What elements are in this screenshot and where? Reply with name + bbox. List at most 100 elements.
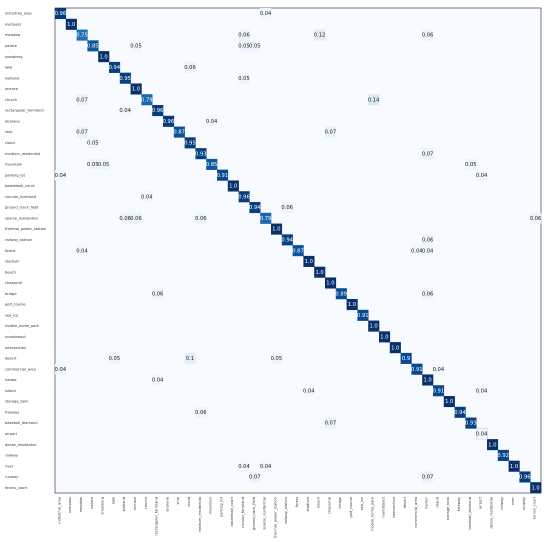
matrix-cell [152, 105, 164, 117]
column-tick-label: airport [479, 496, 483, 509]
row-tick-label: ship [5, 130, 13, 134]
row-tick-label: golf_course [5, 303, 26, 307]
cell-value-label: 0.05 [109, 356, 121, 362]
cell-value-label: 1.0 [67, 22, 75, 28]
matrix-cell [195, 148, 207, 160]
column-tick-label: church [144, 497, 148, 509]
matrix-cell [109, 61, 121, 73]
matrix-cell [206, 158, 218, 170]
matrix-cell [433, 363, 445, 375]
row-tick-label: cloud [5, 141, 15, 145]
matrix-cell [184, 61, 196, 73]
matrix-cell [76, 29, 88, 41]
matrix-cell [184, 137, 196, 149]
column-tick-label: palace [90, 496, 94, 509]
cell-value-label: 0.04 [433, 367, 445, 373]
cell-value-label: 0.04 [238, 464, 250, 470]
row-tick-label: wetland [5, 76, 19, 80]
cell-value-label: 0.05 [238, 44, 250, 50]
cell-value-label: 0.04 [152, 378, 164, 384]
matrix-cell [368, 94, 380, 106]
matrix-cell [346, 299, 358, 311]
row-tick-label: airplane [5, 119, 20, 123]
cell-value-label: 0.96 [163, 119, 175, 125]
matrix-cell [519, 471, 531, 483]
row-tick-label: terrace [5, 87, 19, 91]
matrix-cell [249, 202, 261, 214]
cell-value-label: 0.92 [497, 453, 509, 459]
cell-value-label: 0.85 [206, 162, 218, 168]
matrix-cell [119, 72, 131, 84]
matrix-cell [238, 29, 250, 41]
matrix-cell [119, 105, 131, 117]
cell-value-label: 0.75 [76, 33, 88, 39]
matrix-cell [195, 406, 207, 418]
matrix-cells: 0.961.00.750.851.00.940.951.00.790.960.9… [55, 8, 542, 494]
matrix-cell [314, 29, 326, 41]
matrix-cell [260, 8, 272, 20]
cell-value-label: 0.07 [325, 130, 337, 136]
column-tick-label: thermal_power_station [273, 497, 277, 538]
column-tick-label: baseball_diamond [468, 497, 472, 530]
matrix-cell [87, 158, 99, 170]
column-tick-label: tennis_court [533, 496, 537, 519]
matrix-cell [98, 158, 110, 170]
cell-value-label: 0.96 [238, 194, 250, 200]
cell-value-label: 0.06 [130, 216, 142, 222]
cell-value-label: 1.0 [132, 87, 140, 93]
matrix-cell [130, 83, 142, 95]
column-tick-label: cloud [187, 497, 191, 507]
matrix-cell [76, 94, 88, 106]
column-tick-label: wetland [122, 497, 126, 511]
matrix-cell [76, 126, 88, 138]
cell-value-label: 0.91 [357, 313, 369, 319]
column-tick-label: mobile_home_park [371, 496, 375, 531]
row-tick-label: chaparral [5, 281, 22, 285]
matrix-cell [130, 212, 142, 224]
column-tick-label: sea_ice [360, 496, 364, 510]
matrix-cell [163, 115, 175, 127]
cell-value-label: 1.0 [488, 442, 496, 448]
matrix-cell [281, 234, 293, 246]
matrix-cell [476, 428, 488, 440]
cell-value-label: 0.95 [184, 141, 196, 147]
matrix-cell [141, 191, 153, 203]
cell-value-label: 0.07 [422, 475, 434, 481]
row-tick-label: commercial_area [5, 367, 36, 371]
row-tick-label: river [5, 464, 14, 468]
row-tick-label: storage_tank [5, 400, 29, 404]
cell-value-label: 0.06 [281, 205, 293, 211]
cell-value-label: 0.96 [152, 108, 164, 114]
matrix-cell [238, 460, 250, 472]
cell-value-label: 0.06 [238, 33, 250, 39]
row-tick-label: ground_track_field [5, 206, 38, 210]
cell-value-label: 0.12 [314, 33, 326, 39]
cell-value-label: 0.04 [55, 173, 67, 179]
matrix-cell [497, 449, 509, 461]
column-labels: industrial_area overpass meadow palace snowb… [57, 496, 536, 538]
cell-value-label: 0.05 [130, 44, 142, 50]
matrix-cell [433, 385, 445, 397]
column-tick-label: forest [295, 496, 299, 507]
cell-value-label: 0.06 [422, 238, 434, 244]
matrix-cell [76, 245, 88, 257]
cell-value-label: 0.04 [476, 432, 488, 438]
cell-value-label: 0.06 [422, 33, 434, 39]
matrix-cell [454, 406, 466, 418]
matrix-cell [65, 18, 77, 30]
cell-value-label: 0.05 [238, 76, 250, 82]
cell-value-label: 0.91 [217, 173, 229, 179]
cell-value-label: 0.05 [87, 162, 99, 168]
row-tick-label: island [5, 389, 16, 393]
cell-value-label: 1.0 [369, 324, 377, 330]
cell-value-label: 0.05 [87, 141, 99, 147]
cell-value-label: 0.9 [402, 356, 410, 362]
cell-value-label: 0.04 [55, 367, 67, 373]
row-tick-label: mountain [5, 163, 22, 167]
column-tick-label: roundabout [381, 496, 385, 517]
column-tick-label: ground_track_field [252, 497, 256, 530]
matrix-cell [195, 212, 207, 224]
matrix-cell [530, 482, 542, 494]
cell-value-label: 0.85 [87, 44, 99, 50]
